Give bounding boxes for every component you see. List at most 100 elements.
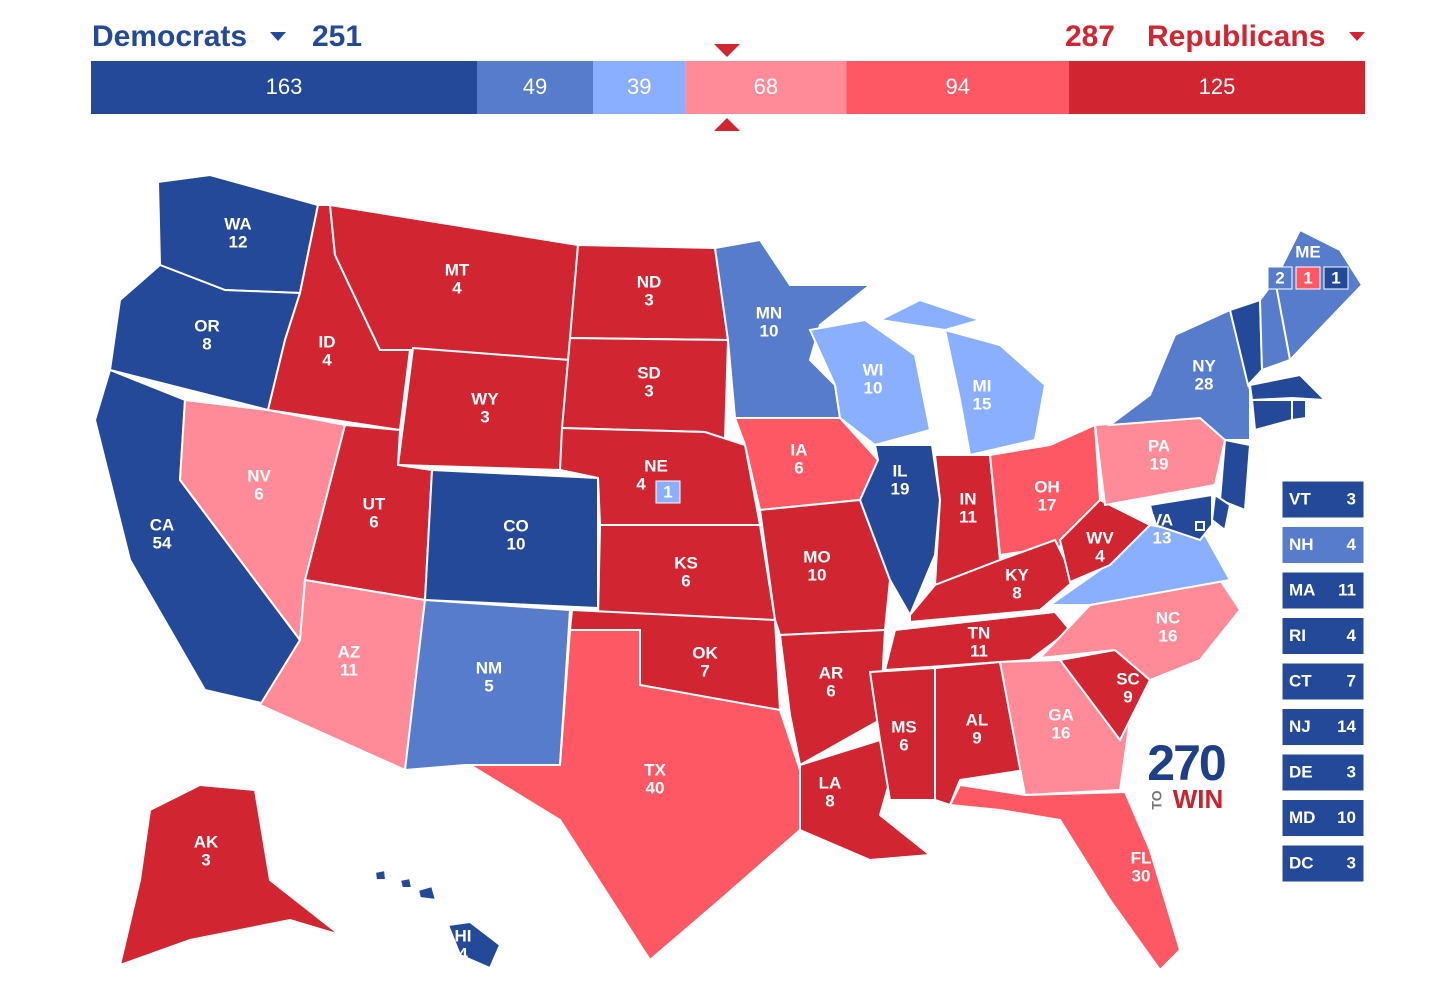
state-shape[interactable] <box>943 328 1047 457</box>
bar-segment <box>846 61 1069 114</box>
small-state-box[interactable] <box>1281 708 1365 746</box>
dem-label[interactable]: Democrats <box>92 20 247 53</box>
state-abbr: NY <box>1192 356 1216 375</box>
state-shape[interactable] <box>416 884 438 902</box>
state-abbr: MI <box>973 376 992 395</box>
small-state-abbr: NJ <box>1289 717 1311 736</box>
state-ev: 6 <box>254 484 263 503</box>
state-ev: 6 <box>681 571 690 590</box>
small-state-ev: 3 <box>1347 489 1356 508</box>
state-shape[interactable] <box>713 238 873 419</box>
state-abbr: CA <box>150 515 175 534</box>
state-abbr: OH <box>1034 477 1060 496</box>
state-abbr: TN <box>968 623 991 642</box>
state-shape[interactable] <box>868 666 936 801</box>
state-shape[interactable] <box>883 610 1072 672</box>
state-shape[interactable] <box>118 783 341 967</box>
state-ev: 30 <box>1132 866 1151 885</box>
bar-segment <box>476 61 594 114</box>
state-ev: 9 <box>1123 687 1132 706</box>
bar-segment-label: 49 <box>523 74 547 99</box>
district-box[interactable] <box>1323 266 1349 290</box>
state-ev: 9 <box>972 728 981 747</box>
bar-segment <box>685 61 847 114</box>
state-shape[interactable] <box>398 876 414 889</box>
state-abbr: HI <box>455 926 472 945</box>
bar-segment-label: 94 <box>945 74 969 99</box>
small-state-box[interactable] <box>1281 844 1365 883</box>
district-ev: 2 <box>1275 268 1284 287</box>
state-abbr: IL <box>892 461 907 480</box>
state-abbr: GA <box>1048 705 1074 724</box>
state-ev: 10 <box>760 321 779 340</box>
district-ev: 1 <box>1303 268 1312 287</box>
state-shape[interactable] <box>948 783 1182 972</box>
state-shape[interactable] <box>1291 399 1307 422</box>
state-ev: 11 <box>340 660 358 679</box>
state-abbr: UT <box>363 494 386 513</box>
small-state-ev: 7 <box>1347 671 1356 690</box>
state-abbr: OK <box>692 643 718 662</box>
midpoint-marker <box>714 118 740 131</box>
state-shape[interactable] <box>1106 308 1251 441</box>
small-state-box[interactable] <box>1281 753 1365 792</box>
state-ev: 8 <box>1012 583 1021 602</box>
state-shape[interactable] <box>808 318 932 447</box>
state-shape[interactable] <box>876 298 984 332</box>
state-abbr: SC <box>1116 669 1140 688</box>
state-shape[interactable] <box>1195 521 1205 531</box>
state-abbr: NE <box>644 456 668 475</box>
small-state-abbr: CT <box>1289 671 1312 690</box>
state-shape[interactable] <box>1058 498 1152 584</box>
state-shape[interactable] <box>446 920 502 970</box>
state-abbr: MT <box>445 260 470 279</box>
small-state-box[interactable] <box>1281 662 1365 701</box>
state-abbr: AL <box>966 710 989 729</box>
small-state-box[interactable] <box>1281 617 1365 655</box>
small-state-ev: 11 <box>1338 580 1356 599</box>
logo-to: TO <box>1149 790 1165 809</box>
state-abbr: SD <box>637 363 661 382</box>
state-shape[interactable] <box>258 578 427 772</box>
state-shape[interactable] <box>1250 399 1293 432</box>
state-shape[interactable] <box>373 868 388 881</box>
state-ev: 54 <box>153 533 172 552</box>
district-box[interactable] <box>655 480 681 504</box>
state-shape[interactable] <box>1218 438 1252 512</box>
district-box[interactable] <box>1295 266 1321 290</box>
state-ev: 4 <box>458 944 468 963</box>
state-ev: 4 <box>1095 546 1105 565</box>
state-ev: 19 <box>1150 454 1169 473</box>
state-shape[interactable] <box>1248 373 1328 402</box>
dem-caret[interactable] <box>270 32 286 41</box>
state-ev: 28 <box>1195 374 1214 393</box>
small-state-box[interactable] <box>1281 571 1365 610</box>
state-ev: 7 <box>700 661 709 680</box>
state-ev: 4 <box>636 474 646 493</box>
state-abbr: KS <box>674 553 698 572</box>
rep-caret[interactable] <box>1349 32 1365 41</box>
small-state-box[interactable] <box>1281 526 1365 564</box>
state-abbr: PA <box>1148 436 1170 455</box>
state-abbr: NC <box>1156 608 1181 627</box>
rep-label[interactable]: Republicans <box>1147 20 1325 53</box>
bar-segment <box>593 61 686 114</box>
state-ev: 3 <box>644 290 653 309</box>
small-state-ev: 3 <box>1347 762 1356 781</box>
small-state-abbr: VT <box>1289 489 1311 508</box>
bar-segment-label: 125 <box>1199 74 1236 99</box>
small-state-box[interactable] <box>1281 480 1365 519</box>
state-ev: 5 <box>484 676 493 695</box>
small-state-box[interactable] <box>1281 799 1365 837</box>
state-abbr: MS <box>891 717 917 736</box>
state-ev: 13 <box>1153 528 1172 547</box>
state-abbr: ND <box>637 272 662 291</box>
state-abbr: NV <box>247 466 271 485</box>
small-state-abbr: NH <box>1289 535 1314 554</box>
state-ev: 11 <box>959 507 977 526</box>
district-box[interactable] <box>1267 266 1293 290</box>
state-abbr: AK <box>194 832 219 851</box>
state-shape[interactable] <box>778 628 887 767</box>
state-shape[interactable] <box>466 629 801 962</box>
